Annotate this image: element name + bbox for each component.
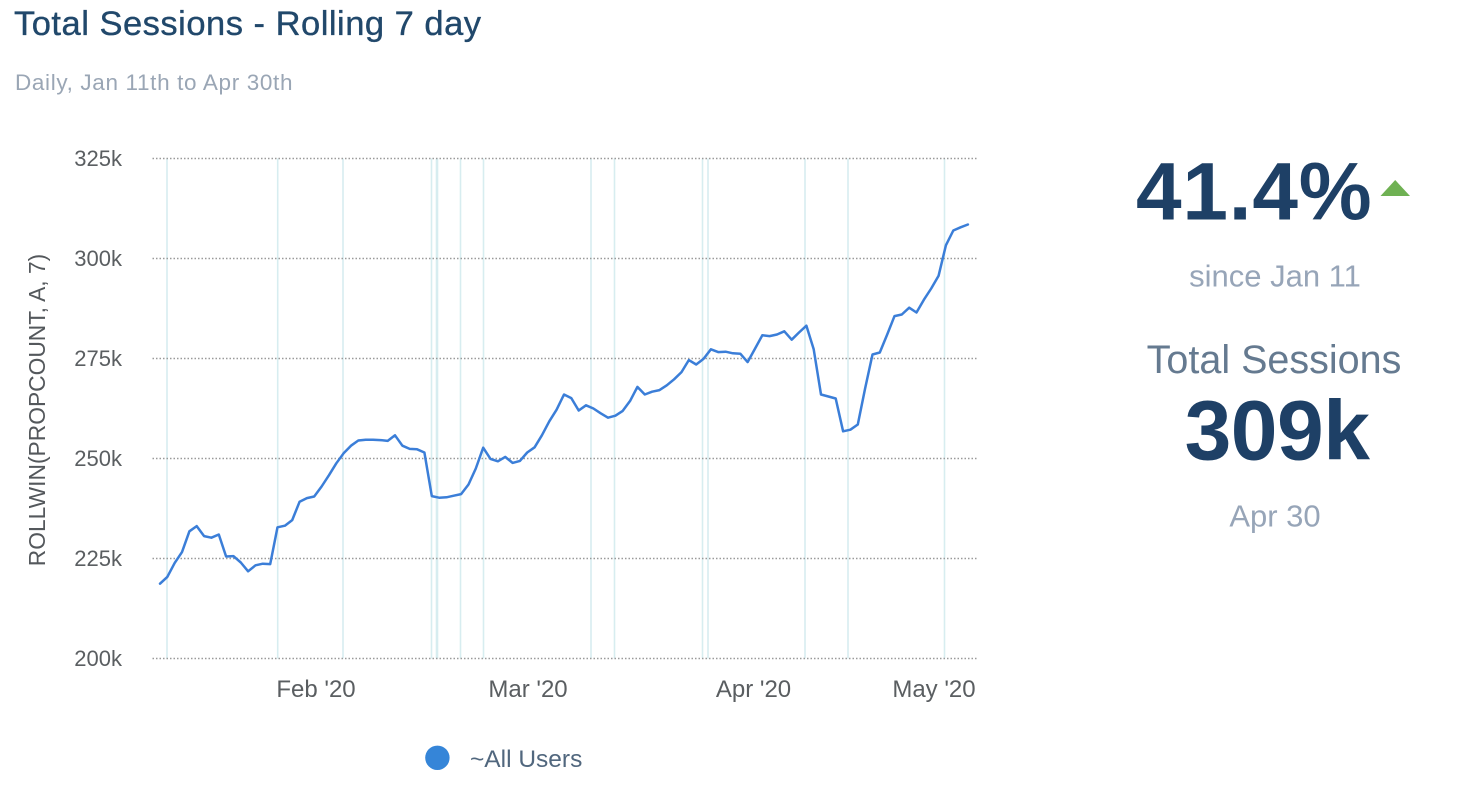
svg-text:Total Sessions - Rolling 7 day: Total Sessions - Rolling 7 day [14, 5, 482, 43]
svg-text:Apr '20: Apr '20 [716, 676, 791, 703]
svg-text:ROLLWIN(PROPCOUNT, A, 7): ROLLWIN(PROPCOUNT, A, 7) [24, 254, 50, 566]
svg-text:309k: 309k [1185, 384, 1371, 478]
svg-text:since Jan 11: since Jan 11 [1189, 259, 1361, 294]
svg-text:Daily, Jan 11th to Apr 30th: Daily, Jan 11th to Apr 30th [15, 70, 293, 95]
svg-text:Apr 30: Apr 30 [1229, 499, 1320, 534]
svg-text:325k: 325k [74, 146, 123, 171]
svg-text:200k: 200k [74, 646, 123, 671]
svg-text:300k: 300k [74, 246, 123, 271]
svg-text:250k: 250k [74, 446, 123, 471]
svg-text:Feb '20: Feb '20 [276, 676, 355, 703]
svg-text:Total Sessions: Total Sessions [1147, 338, 1402, 382]
svg-text:Mar '20: Mar '20 [488, 676, 567, 703]
svg-text:May '20: May '20 [892, 676, 975, 703]
svg-text:225k: 225k [74, 546, 123, 571]
svg-text:41.4%: 41.4% [1136, 147, 1373, 238]
svg-text:275k: 275k [74, 346, 123, 371]
svg-text:~All Users: ~All Users [470, 746, 582, 773]
